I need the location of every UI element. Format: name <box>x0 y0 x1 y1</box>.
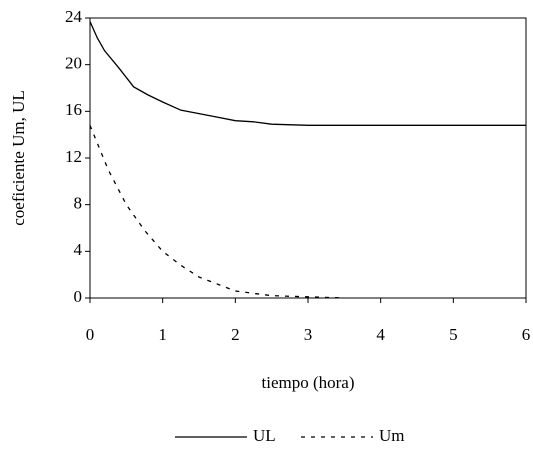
y-tick-label: 16 <box>65 100 82 119</box>
y-tick-label: 4 <box>74 240 83 259</box>
y-tick-label: 20 <box>65 54 82 73</box>
x-tick-label: 4 <box>376 325 385 344</box>
x-axis-label: tiempo (hora) <box>262 373 355 392</box>
series-line <box>89 125 345 299</box>
series-line <box>89 21 526 126</box>
x-tick-label: 0 <box>86 325 95 344</box>
x-tick-label: 6 <box>522 325 531 344</box>
x-tick-label: 5 <box>449 325 458 344</box>
y-tick-label: 24 <box>65 7 83 26</box>
y-axis-label: coeficiente Um, UL <box>9 90 28 225</box>
legend-label: UL <box>253 426 276 445</box>
x-tick-label: 1 <box>158 325 167 344</box>
plot-frame <box>89 17 527 299</box>
x-tick-label: 3 <box>304 325 313 344</box>
y-tick-label: 12 <box>65 147 82 166</box>
y-tick-label: 0 <box>74 287 83 306</box>
x-tick-label: 2 <box>231 325 240 344</box>
legend-label: Um <box>379 426 405 445</box>
y-tick-label: 8 <box>74 194 83 213</box>
